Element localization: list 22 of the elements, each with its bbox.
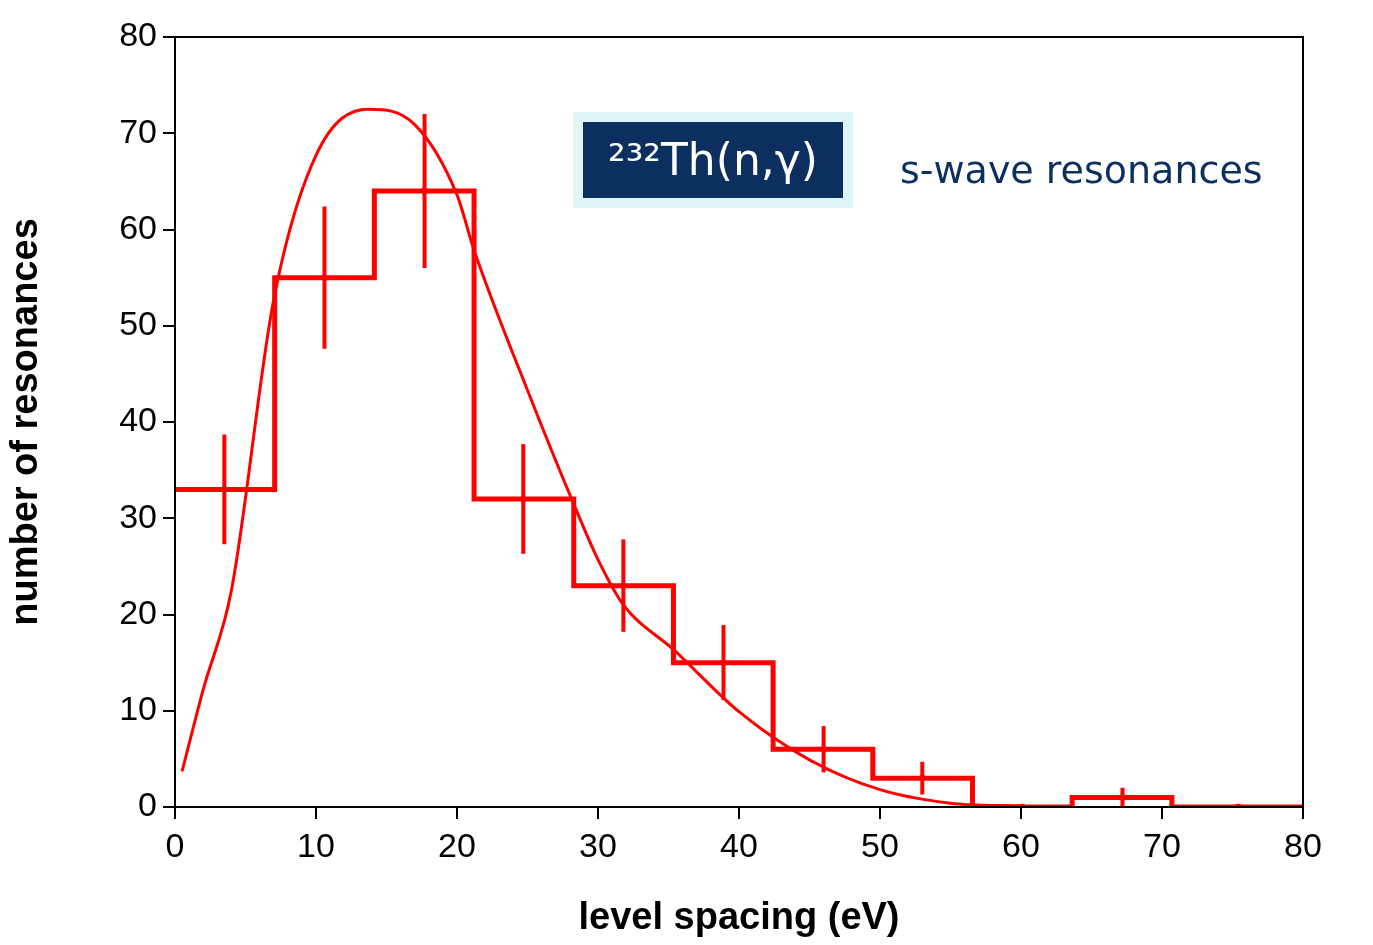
x-tick-label: 70 bbox=[1143, 825, 1181, 864]
y-tick-label: 50 bbox=[119, 304, 157, 343]
x-tick-label: 50 bbox=[861, 825, 899, 864]
x-tick-label: 30 bbox=[579, 825, 617, 864]
x-tick-label: 20 bbox=[438, 825, 476, 864]
y-tick-label: 60 bbox=[119, 207, 157, 246]
y-tick-label: 40 bbox=[119, 400, 157, 439]
y-tick-label: 30 bbox=[119, 496, 157, 535]
y-tick-label: 20 bbox=[119, 592, 157, 631]
y-tick-label: 0 bbox=[138, 785, 157, 824]
y-axis-title: number of resonances bbox=[3, 218, 46, 626]
x-tick-label: 0 bbox=[165, 825, 185, 864]
annotation: ²³²Th(n,γ) bbox=[583, 122, 843, 198]
y-tick-label: 70 bbox=[119, 111, 157, 150]
x-axis-title: level spacing (eV) bbox=[578, 894, 900, 937]
x-tick-label: 80 bbox=[1284, 825, 1322, 864]
y-tick-label: 10 bbox=[119, 689, 157, 728]
annotation: s-wave resonances bbox=[900, 148, 1263, 192]
x-tick-label: 40 bbox=[720, 825, 758, 864]
x-tick-label: 60 bbox=[1002, 825, 1040, 864]
y-tick-label: 80 bbox=[119, 15, 157, 54]
x-tick-label: 10 bbox=[297, 825, 335, 864]
